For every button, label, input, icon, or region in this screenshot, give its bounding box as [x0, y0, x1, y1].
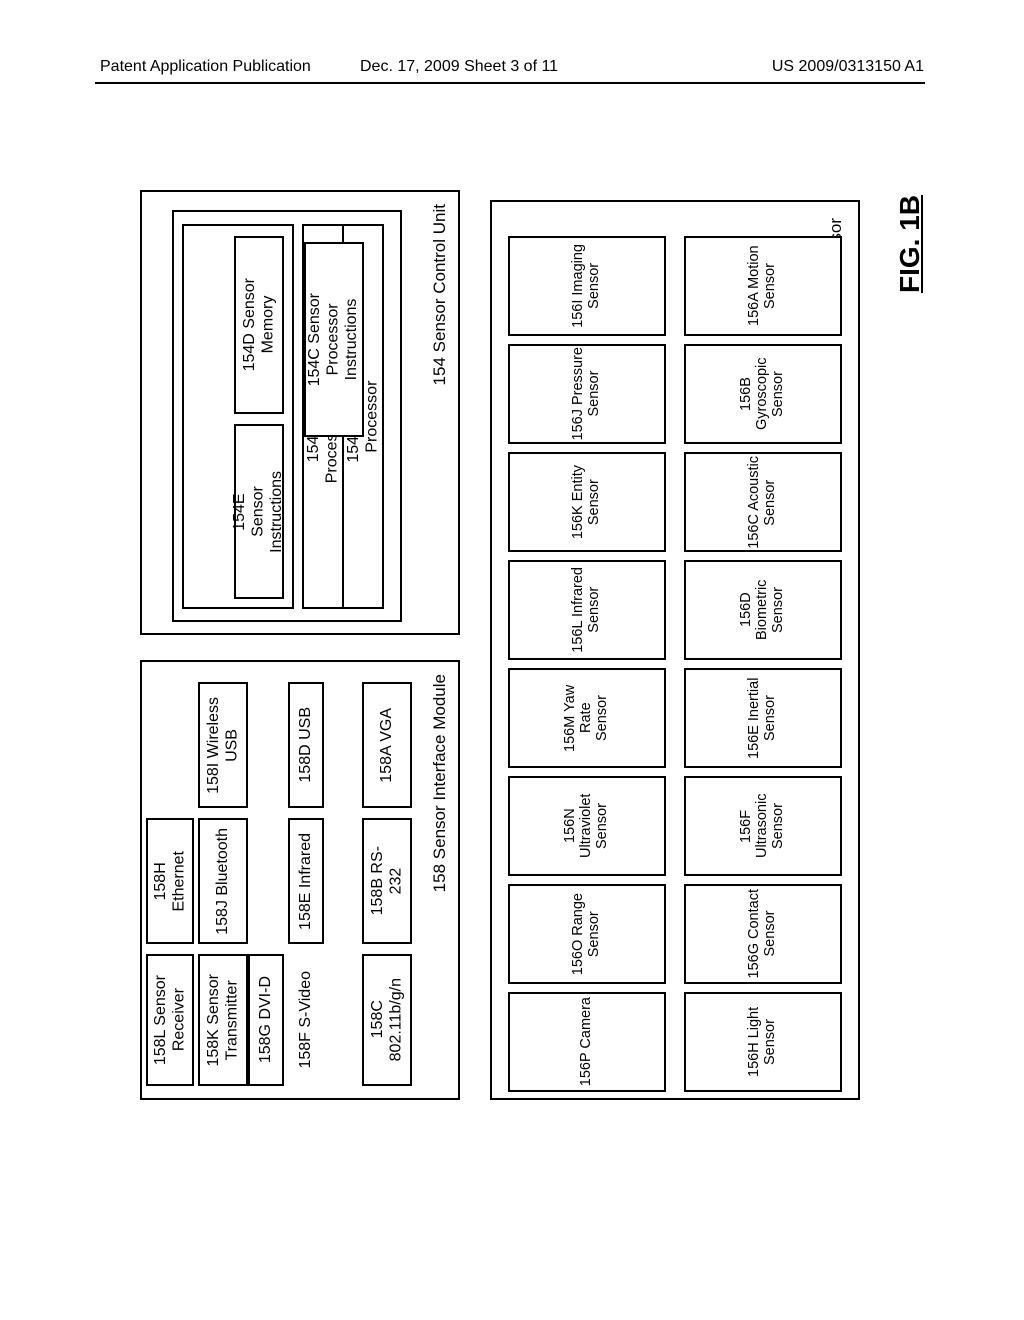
figure-label: FIG. 1B	[894, 195, 926, 293]
c156b: 156B Gyroscopic Sensor	[684, 344, 842, 444]
t156i: 156I Imaging Sensor	[571, 244, 603, 328]
c156k: 156K Entity Sensor	[508, 452, 666, 552]
t156j: 156J Pressure Sensor	[571, 347, 603, 441]
c156a: 156A Motion Sensor	[684, 236, 842, 336]
c156m: 156M Yaw Rate Sensor	[508, 668, 666, 768]
t156o: 156O Range Sensor	[571, 893, 603, 975]
t156f: 156F Ultrasonic Sensor	[739, 778, 787, 874]
t156c: 156C Acoustic Sensor	[747, 456, 779, 549]
c156l: 156L Infrared Sensor	[508, 560, 666, 660]
cell-154c-label: 154C Sensor Processor Instructions	[306, 293, 361, 386]
header-left: Patent Application Publication	[100, 58, 311, 76]
c156e: 156E Inertial Sensor	[684, 668, 842, 768]
t156n: 156N Ultraviolet Sensor	[563, 778, 611, 874]
cell-154d-label: 154D Sensor Memory	[241, 278, 278, 371]
block-154-inner-bus: 154A Sensor Processor 154B Sensor Proces…	[172, 210, 402, 622]
header-rule	[95, 82, 925, 84]
block-154-memory-group: 154D Sensor Memory 154E Sensor Instructi…	[182, 224, 294, 609]
t156h: 156H Light Sensor	[747, 994, 779, 1090]
c156g: 156G Contact Sensor	[684, 884, 842, 984]
c156f: 156F Ultrasonic Sensor	[684, 776, 842, 876]
c156n: 156N Ultraviolet Sensor	[508, 776, 666, 876]
cell-154e: 154E Sensor Instructions	[234, 424, 284, 599]
block-154-sensor-control-unit: 154 Sensor Control Unit 154A Sensor Proc…	[140, 190, 460, 635]
block-156-sensor: 156 Sensor .b156 .s { position:absolute;…	[490, 200, 860, 1100]
t156e: 156E Inertial Sensor	[747, 670, 779, 766]
header-mid: Dec. 17, 2009 Sheet 3 of 11	[360, 58, 558, 76]
t156k: 156K Entity Sensor	[571, 465, 603, 539]
t156g: 156G Contact Sensor	[747, 889, 779, 978]
c156h: 156H Light Sensor	[684, 992, 842, 1092]
t156b: 156B Gyroscopic Sensor	[739, 346, 787, 442]
c156i: 156I Imaging Sensor	[508, 236, 666, 336]
t156l: 156L Infrared Sensor	[571, 567, 603, 653]
t156m: 156M Yaw Rate Sensor	[563, 670, 611, 766]
block-154-title: 154 Sensor Control Unit	[428, 200, 452, 389]
c156d: 156D Biometric Sensor	[684, 560, 842, 660]
block-158-title: 158 Sensor Interface Module	[428, 670, 452, 896]
cell-154e-label: 154E Sensor Instructions	[231, 471, 286, 553]
block-158-sensor-interface-module: 158 Sensor Interface Module 158A VGA 158…	[140, 660, 460, 1100]
diagram-area: 154 Sensor Control Unit 154A Sensor Proc…	[140, 160, 860, 1100]
t156p: 156P Camera	[579, 997, 595, 1086]
c156p: 156P Camera	[508, 992, 666, 1092]
cell-154c: 154C Sensor Processor Instructions	[304, 242, 364, 437]
header-right: US 2009/0313150 A1	[772, 58, 924, 76]
c156j: 156J Pressure Sensor	[508, 344, 666, 444]
cell-154d: 154D Sensor Memory	[234, 236, 284, 414]
c156o: 156O Range Sensor	[508, 884, 666, 984]
t156d: 156D Biometric Sensor	[739, 562, 787, 658]
c156c: 156C Acoustic Sensor	[684, 452, 842, 552]
t156a: 156A Motion Sensor	[747, 238, 779, 334]
